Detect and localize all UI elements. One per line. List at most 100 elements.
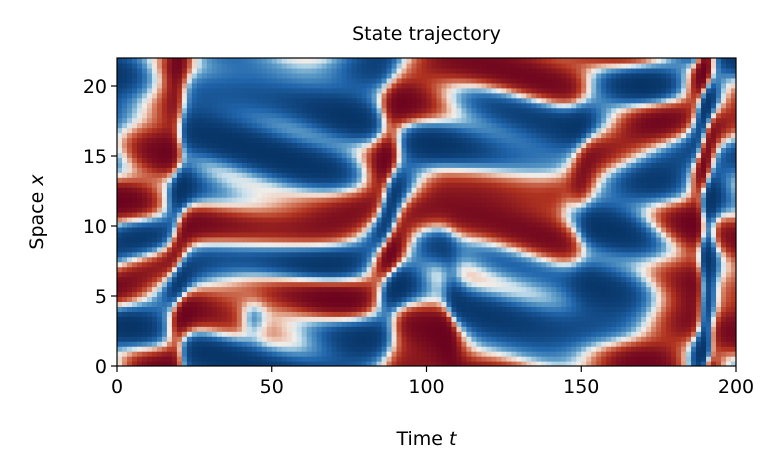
- heatmap-cell: [371, 271, 378, 278]
- heatmap-cell: [436, 152, 443, 158]
- heatmap-cell: [491, 216, 497, 223]
- heatmap-cell: [121, 341, 128, 347]
- heatmap-cell: [341, 261, 348, 268]
- heatmap-cell: [391, 67, 398, 74]
- heatmap-cell: [326, 241, 333, 248]
- heatmap-cell: [316, 336, 323, 342]
- heatmap-cell: [406, 162, 413, 168]
- heatmap-cell: [271, 97, 278, 104]
- heatmap-cell: [506, 301, 512, 307]
- heatmap-cell: [201, 216, 208, 223]
- heatmap-cell: [466, 142, 473, 149]
- heatmap-cell: [121, 346, 128, 352]
- heatmap-cell: [451, 281, 458, 288]
- heatmap-cell: [376, 291, 383, 298]
- heatmap-cell: [361, 236, 368, 243]
- heatmap-cell: [191, 331, 198, 337]
- heatmap-cell: [471, 132, 478, 139]
- heatmap-cell: [341, 276, 348, 283]
- heatmap-cell: [336, 117, 343, 124]
- heatmap-cell: [351, 226, 358, 233]
- heatmap-cell: [436, 127, 443, 134]
- heatmap-cell: [496, 291, 502, 298]
- heatmap-cell: [401, 231, 408, 238]
- heatmap-cell: [436, 187, 443, 193]
- heatmap-cell: [136, 256, 143, 263]
- heatmap-cell: [211, 77, 218, 84]
- heatmap-cell: [301, 261, 308, 268]
- heatmap-cell: [426, 306, 433, 312]
- heatmap-cell: [266, 97, 273, 104]
- heatmap-cell: [461, 207, 468, 213]
- heatmap-cell: [226, 221, 233, 228]
- heatmap-cell: [166, 152, 173, 158]
- heatmap-cell: [296, 92, 303, 99]
- heatmap-cell: [256, 306, 263, 312]
- heatmap-cell: [376, 82, 383, 89]
- heatmap-cell: [396, 157, 403, 163]
- heatmap-cell: [171, 182, 178, 188]
- heatmap-cell: [186, 172, 193, 178]
- heatmap-cell: [201, 152, 208, 158]
- heatmap-cell: [326, 132, 333, 139]
- heatmap-cell: [331, 306, 338, 312]
- heatmap-cell: [171, 261, 178, 268]
- heatmap-cell: [236, 87, 243, 94]
- heatmap-cell: [446, 77, 453, 84]
- heatmap-cell: [406, 326, 413, 332]
- heatmap-cell: [476, 361, 483, 366]
- heatmap-cell: [291, 291, 298, 298]
- heatmap-cell: [221, 67, 228, 74]
- heatmap-cell: [251, 207, 258, 213]
- heatmap-cell: [156, 187, 163, 193]
- heatmap-cell: [481, 177, 487, 183]
- heatmap-cell: [291, 132, 298, 139]
- heatmap-cell: [331, 251, 338, 258]
- heatmap-cell: [221, 207, 228, 213]
- heatmap-cell: [381, 276, 388, 283]
- heatmap-cell: [451, 202, 458, 208]
- heatmap-cell: [206, 221, 213, 228]
- heatmap-cell: [406, 187, 413, 193]
- heatmap-cell: [326, 251, 333, 258]
- heatmap-cell: [131, 351, 138, 357]
- heatmap-cell: [201, 182, 208, 188]
- heatmap-cell: [461, 187, 468, 193]
- heatmap-cell: [451, 137, 458, 144]
- heatmap-cell: [221, 266, 228, 273]
- heatmap-cell: [146, 58, 153, 64]
- heatmap-cell: [226, 351, 233, 357]
- heatmap-cell: [131, 187, 138, 193]
- heatmap-cell: [381, 87, 388, 94]
- heatmap-cell: [501, 112, 507, 119]
- heatmap-cell: [461, 351, 468, 357]
- heatmap-cell: [226, 137, 233, 144]
- heatmap-cell: [276, 261, 283, 268]
- heatmap-cell: [201, 246, 208, 253]
- heatmap-cell: [276, 356, 283, 362]
- heatmap-cell: [446, 82, 453, 89]
- heatmap-cell: [386, 256, 393, 263]
- heatmap-cell: [241, 182, 248, 188]
- heatmap-cell: [161, 147, 168, 153]
- heatmap-cell: [396, 236, 403, 243]
- heatmap-cell: [186, 192, 193, 198]
- heatmap-cell: [286, 281, 293, 288]
- heatmap-cell: [181, 291, 188, 298]
- heatmap-cell: [181, 326, 188, 332]
- heatmap-cell: [406, 361, 413, 366]
- heatmap-cell: [486, 202, 492, 208]
- heatmap-cell: [276, 152, 283, 158]
- heatmap-cell: [141, 177, 148, 183]
- heatmap-cell: [386, 241, 393, 248]
- heatmap-cell: [466, 281, 473, 288]
- heatmap-cell: [171, 271, 178, 278]
- heatmap-cell: [401, 92, 408, 99]
- heatmap-cell: [426, 316, 433, 322]
- heatmap-cell: [181, 72, 188, 79]
- heatmap-cell: [396, 82, 403, 89]
- heatmap-cell: [346, 236, 353, 243]
- heatmap-cell: [311, 58, 318, 64]
- heatmap-cell: [276, 276, 283, 283]
- heatmap-cell: [226, 246, 233, 253]
